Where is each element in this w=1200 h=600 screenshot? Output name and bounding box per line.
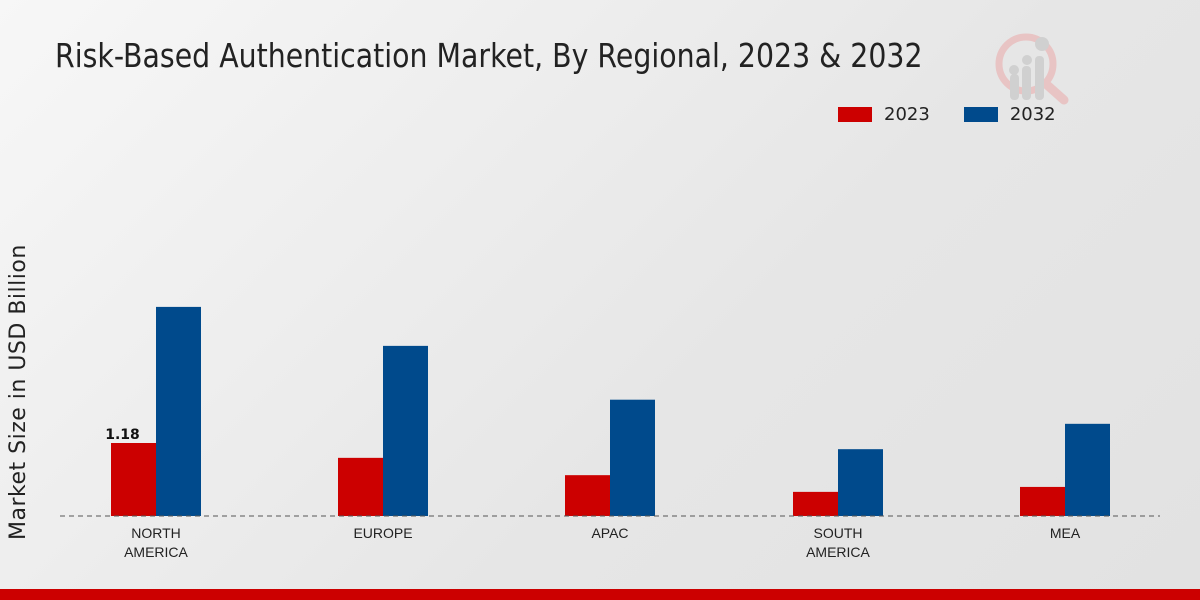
bar-2032-0[interactable] xyxy=(156,306,201,516)
legend-swatch-2032 xyxy=(963,107,998,122)
bar-2032-4[interactable] xyxy=(1065,423,1110,516)
brand-logo-icon xyxy=(990,28,1075,117)
x-tick-label: AMERICA xyxy=(124,544,188,560)
bar-2032-1[interactable] xyxy=(383,345,428,516)
x-tick-label: SOUTH xyxy=(814,525,863,541)
bar-2023-0[interactable] xyxy=(111,443,156,516)
x-tick-label: EUROPE xyxy=(353,525,412,541)
legend-item-2023[interactable]: 2023 xyxy=(838,104,930,125)
chart-title: Risk-Based Authentication Market, By Reg… xyxy=(55,36,923,75)
data-label: 1.18 xyxy=(105,427,140,443)
bar-2032-3[interactable] xyxy=(838,449,883,516)
x-tick-label: AMERICA xyxy=(806,544,870,560)
x-tick-label: MEA xyxy=(1050,525,1081,541)
legend-label: 2032 xyxy=(1009,104,1056,125)
bar-2023-3[interactable] xyxy=(793,491,838,516)
bar-2023-2[interactable] xyxy=(565,475,610,516)
bar-2023-1[interactable] xyxy=(338,457,383,516)
legend-item-2032[interactable]: 2032 xyxy=(963,104,1056,125)
bar-2023-4[interactable] xyxy=(1020,486,1065,516)
footer-bar xyxy=(0,589,1200,600)
x-tick-label: NORTH xyxy=(131,525,181,541)
legend-label: 2023 xyxy=(884,104,930,125)
x-tick-label: APAC xyxy=(591,525,628,541)
legend-swatch-2023 xyxy=(838,107,872,122)
legend: 2023 2032 xyxy=(838,104,1056,125)
bar-2032-2[interactable] xyxy=(610,399,655,516)
